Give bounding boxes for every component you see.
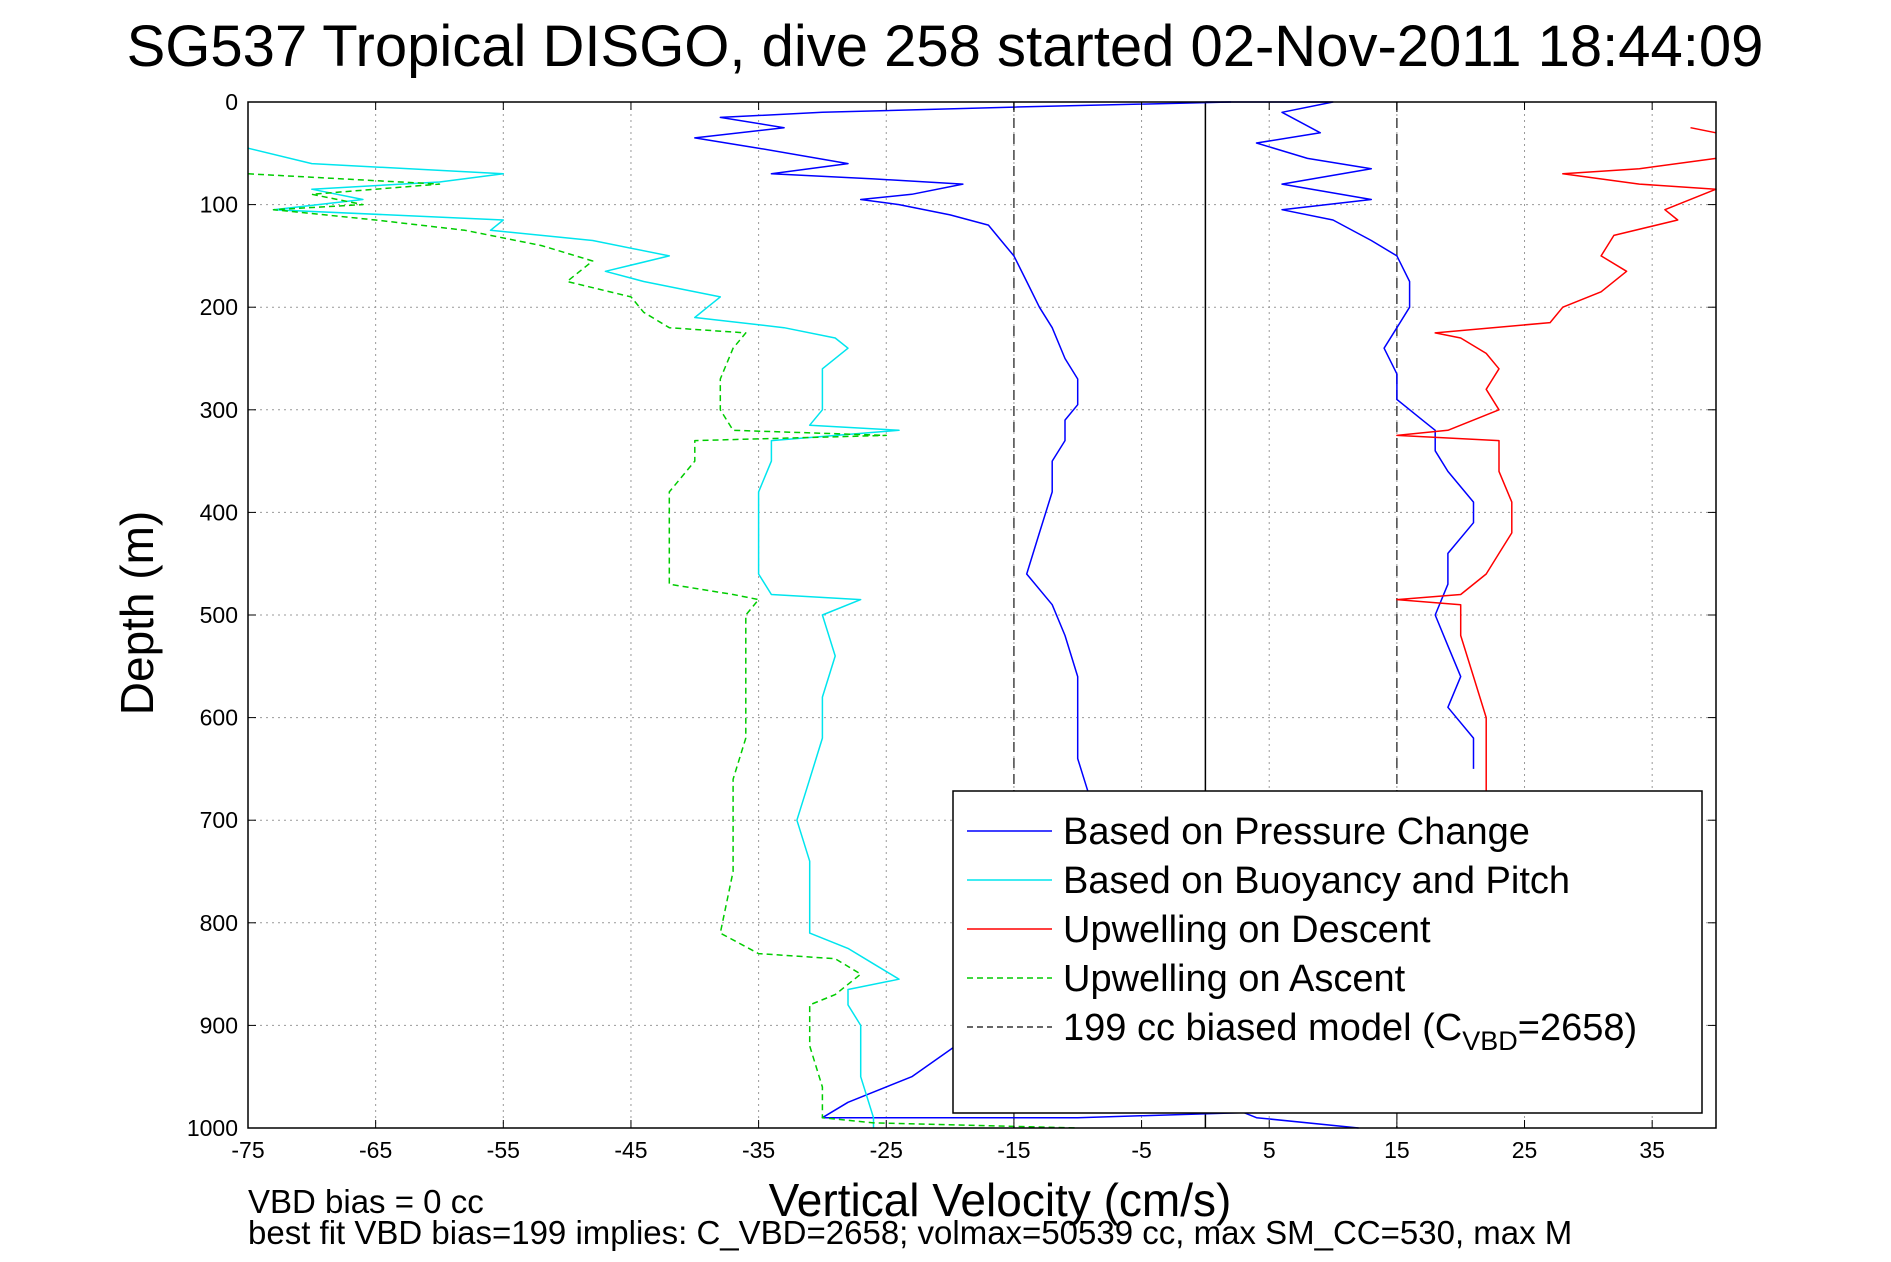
- x-tick-label: 5: [1263, 1137, 1276, 1163]
- series-line: [247, 147, 900, 1128]
- x-tick-label: -55: [487, 1137, 520, 1163]
- x-tick-label: -45: [614, 1137, 647, 1163]
- x-tick-label: -15: [997, 1137, 1030, 1163]
- legend-label-text: Upwelling on Descent: [1063, 909, 1431, 951]
- legend-label-subscript: VBD: [1462, 1026, 1518, 1056]
- x-tick-label: -65: [359, 1137, 392, 1163]
- x-tick-label: -25: [870, 1137, 903, 1163]
- legend-label-text: Upwelling on Ascent: [1063, 958, 1406, 1000]
- legend: Based on Pressure Change Based on Buoyanc…: [952, 790, 1703, 1114]
- x-tick-label: 35: [1639, 1137, 1665, 1163]
- series-line: [1396, 157, 1717, 821]
- legend-label-suffix: =2658): [1518, 1007, 1637, 1049]
- series-line: [1690, 126, 1717, 134]
- y-tick-label: 500: [200, 602, 238, 628]
- y-axis-label: Depth (m): [111, 511, 163, 715]
- y-tick-label: 400: [200, 499, 238, 525]
- series-line: [1205, 101, 1475, 769]
- legend-label: Based on Buoyancy and Pitch: [1063, 860, 1570, 902]
- legend-box: [952, 790, 1703, 1114]
- chart-title: SG537 Tropical DISGO, dive 258 started 0…: [127, 14, 1764, 79]
- series-line: [247, 173, 1078, 1129]
- x-tick-label: 25: [1512, 1137, 1538, 1163]
- annotation-vbd-bias: VBD bias = 0 cc: [248, 1183, 484, 1220]
- y-tick-label: 700: [200, 807, 238, 833]
- y-tick-label: 1000: [187, 1115, 238, 1141]
- x-tick-label: -75: [231, 1137, 264, 1163]
- legend-label-text: Based on Pressure Change: [1063, 811, 1530, 853]
- y-tick-label: 300: [200, 397, 238, 423]
- legend-label: 199 cc biased model (CVBD=2658): [1063, 1007, 1637, 1056]
- x-ticks: -75 -65 -55 -45 -35 -25 -15 -5 5 15 25 35: [231, 102, 1665, 1163]
- x-axis-label: Vertical Velocity (cm/s): [769, 1174, 1232, 1226]
- y-tick-label: 100: [200, 192, 238, 218]
- annotation-best-fit: best fit VBD bias=199 implies: C_VBD=265…: [248, 1214, 1572, 1251]
- x-tick-label: -35: [742, 1137, 775, 1163]
- legend-label: Based on Pressure Change: [1063, 811, 1530, 853]
- x-tick-label: -5: [1131, 1137, 1151, 1163]
- legend-label: Upwelling on Descent: [1063, 909, 1431, 951]
- x-tick-label: 15: [1384, 1137, 1410, 1163]
- y-ticks: 0 100 200 300 400 500 600 700 800 900 1000: [187, 89, 1716, 1141]
- y-tick-label: 800: [200, 910, 238, 936]
- y-tick-label: 200: [200, 294, 238, 320]
- y-tick-label: 900: [200, 1012, 238, 1038]
- y-tick-label: 0: [225, 89, 238, 115]
- y-tick-label: 600: [200, 705, 238, 731]
- legend-label-text: 199 cc biased model (C: [1063, 1007, 1462, 1049]
- legend-label: Upwelling on Ascent: [1063, 958, 1406, 1000]
- legend-label-text: Based on Buoyancy and Pitch: [1063, 860, 1570, 902]
